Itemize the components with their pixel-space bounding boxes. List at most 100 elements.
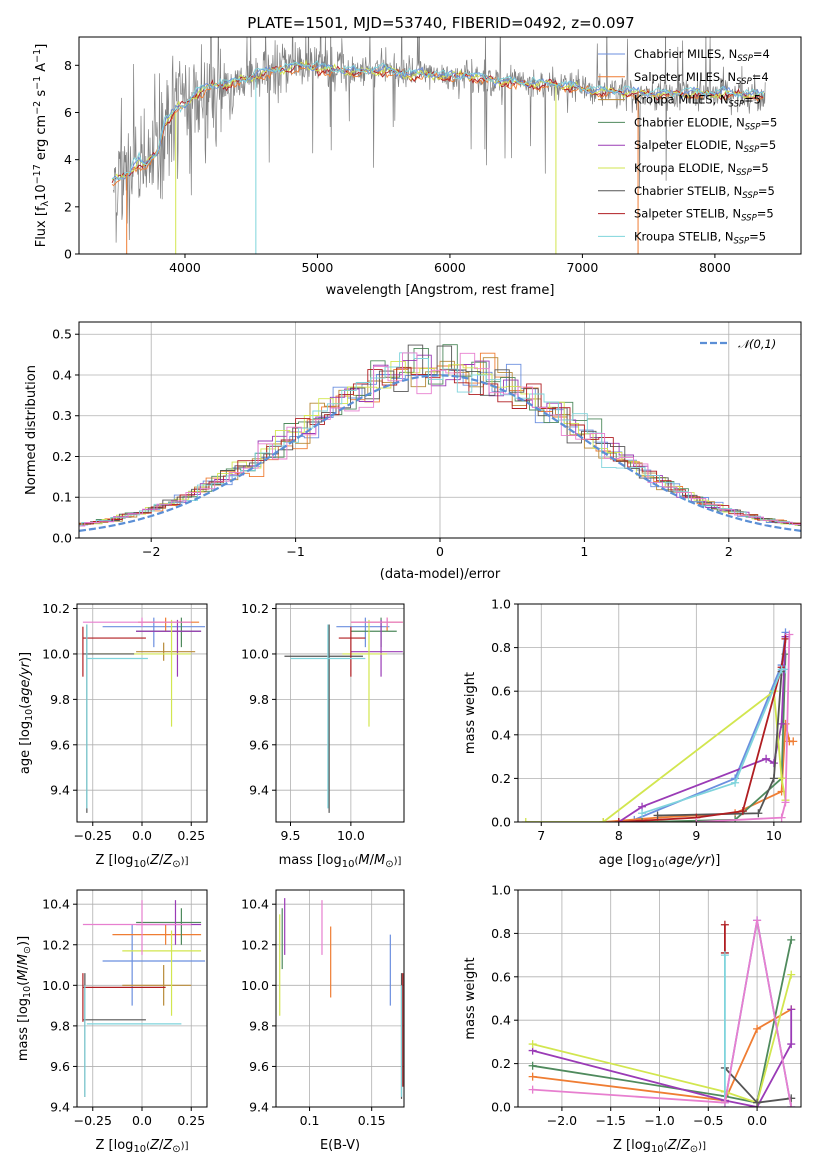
spectrum-xtick-label: 4000	[169, 260, 201, 275]
weight-line	[532, 939, 793, 1104]
weight-marker	[787, 1040, 796, 1049]
weight-marker	[614, 818, 623, 822]
legend-entry-name: Salpeter ELODIE, N	[634, 138, 744, 152]
mass_weight_vs_age-ytick: 0.8	[491, 640, 518, 655]
weight-marker	[769, 774, 778, 783]
age_vs_Z-ylabel-part: 10	[24, 709, 35, 721]
residuals-ytick: 0.5	[52, 327, 79, 342]
age_vs_Z-ytick-label: 9.6	[50, 737, 70, 752]
mass_vs_Z-ylabel-part: ⊙	[22, 946, 33, 954]
age_vs_mass-xtick-label: 9.5	[281, 828, 301, 843]
residuals-xlabel-part: (data-model)/error	[380, 567, 501, 582]
legend-entry-sub: SSP	[736, 77, 752, 87]
spectrum-xtick: 5000	[302, 254, 334, 275]
mass_weight_vs_Z-xtick: −2.0	[547, 1107, 577, 1128]
legend-entry-name: Kroupa STELIB, N	[634, 229, 734, 243]
mass_vs_Z-ytick: 10.4	[42, 897, 77, 912]
spectrum-ylabel-part: erg cm	[34, 115, 49, 164]
legend-entry: Salpeter ELODIE, NSSP=5	[634, 138, 776, 155]
residuals-xtick: 1	[580, 538, 588, 559]
mass_vs_Z-xlabel-part: ⊙	[172, 1144, 180, 1155]
legend-entry: Chabrier MILES, NSSP=4	[634, 47, 770, 64]
spectrum-ylabel-part: λ	[40, 200, 51, 206]
weight-marker	[692, 818, 701, 822]
age_vs_mass-ytick: 9.6	[249, 737, 276, 752]
legend-entry-count: =4	[752, 70, 769, 84]
legend-entry: Salpeter STELIB, NSSP=5	[634, 207, 774, 224]
mass_weight_vs_Z-ytick-label: 0.2	[491, 1056, 511, 1071]
age_vs_Z-xlabel-part: /	[159, 853, 164, 868]
mass_weight_vs_age-xlabel-part: )]	[710, 853, 720, 868]
age_vs_Z-ylabel: age [log10(age/yr)]	[18, 652, 35, 774]
age_vs_mass-ytick-label: 9.6	[249, 737, 269, 752]
legend-entry-sub: SSP	[737, 54, 753, 64]
age_vs_Z-xlabel-part: Z	[162, 853, 173, 868]
weight-marker	[777, 774, 786, 783]
weight-marker	[781, 634, 790, 643]
spectrum-xtick-label: 5000	[302, 260, 334, 275]
spectrum-ylabel-part: Flux [f	[34, 206, 49, 247]
mass_weight_vs_Z-xtick-label: −2.0	[547, 1113, 577, 1128]
mass_weight_vs_age-xtick-label: 8	[615, 828, 623, 843]
spectrum-xlabel: wavelength [Angstrom, rest frame]	[326, 283, 555, 298]
spectrum-xtick: 7000	[567, 254, 598, 275]
mass_weight_vs_Z-ytick-label: 0.0	[491, 1100, 511, 1115]
spectrum-xtick: 6000	[434, 254, 466, 275]
mass_vs_Z-xtick: −0.25	[74, 1107, 112, 1128]
spectrum-ytick: 2	[64, 199, 79, 214]
legend-entry: Kroupa STELIB, NSSP=5	[634, 229, 766, 246]
mass_vs_EBV-xtick-label: 0.15	[358, 1113, 386, 1128]
residuals-xtick-label: 0	[436, 544, 444, 559]
spectrum-ytick-label: 0	[64, 247, 72, 262]
mass_weight_vs_age-xtick-label: 9	[692, 828, 700, 843]
legend-entry-name: Kroupa ELODIE, N	[634, 161, 736, 175]
mass_vs_Z-ylabel-part: M	[16, 970, 31, 981]
mass_vs_EBV-ytick-label: 9.8	[249, 1018, 269, 1033]
legend-entry-count: =5	[744, 93, 761, 107]
spectrum-ylabel-part: −17	[32, 164, 43, 184]
mass_weight_vs_Z-ytick: 0.0	[491, 1100, 518, 1115]
mass_vs_EBV-ytick: 9.4	[249, 1100, 276, 1115]
mass_weight_vs_Z-xtick-label: 0.0	[747, 1113, 767, 1128]
mass_vs_Z-ylabel-part: 10	[22, 986, 33, 998]
mass_vs_Z-ytick: 10.2	[42, 937, 77, 952]
residuals-marks	[79, 344, 801, 532]
mass_weight_vs_age-ytick-label: 0.2	[491, 771, 511, 786]
mass_weight_vs_Z-xlabel-part: (	[664, 1141, 668, 1152]
age_vs_mass-xlabel-part: 10	[342, 859, 355, 870]
legend-entry-count: =5	[760, 115, 777, 129]
residuals-ytick: 0.0	[52, 531, 79, 546]
residuals-ytick: 0.1	[52, 490, 79, 505]
weight-marker	[787, 1005, 796, 1014]
residuals-xtick-label: −2	[142, 544, 160, 559]
weight-line	[696, 634, 791, 822]
legend-entry-sub: SSP	[734, 236, 750, 246]
spectrum-ylabel-part: −1	[32, 49, 43, 63]
mass_weight_vs_age-ylabel-part: mass weight	[463, 672, 478, 754]
mass_weight_vs_Z-xtick-label: −0.5	[693, 1113, 723, 1128]
age_vs_mass-ytick: 10.2	[241, 601, 276, 616]
mass_vs_Z-ylabel-part: M	[16, 954, 31, 965]
weight-marker	[781, 798, 790, 807]
age_vs_mass-ytick: 9.8	[249, 692, 276, 707]
age_vs_Z-xlabel-part: (	[146, 856, 150, 867]
histogram-step	[79, 352, 801, 527]
legend-entry-sub: SSP	[745, 122, 761, 132]
legend-entry-gauss: 𝒩(0,1)	[738, 337, 776, 351]
age_vs_Z-ylabel-part: age/yr	[18, 660, 33, 703]
mass_vs_Z-ytick-label: 10.0	[42, 978, 70, 993]
mass_vs_Z-xlabel-part: 10	[133, 1144, 146, 1155]
residuals-xlabel: (data-model)/error	[380, 567, 501, 582]
weight-line	[532, 920, 793, 1107]
legend-entry-sub: SSP	[736, 168, 752, 178]
mass_vs_Z-ytick: 10.0	[42, 978, 77, 993]
mass_vs_Z-ylabel: mass [log10(M/M⊙)]	[16, 936, 33, 1061]
mass_vs_EBV-ytick-label: 9.4	[249, 1100, 269, 1115]
histogram-step	[79, 367, 801, 527]
mass_weight_vs_Z-xlabel-part: )]	[698, 1141, 706, 1152]
mass_weight_vs_Z-xlabel-part: ⊙	[690, 1144, 698, 1155]
legend-entry-name: Kroupa MILES, N	[634, 93, 729, 107]
spectrum-marks	[111, 37, 766, 254]
